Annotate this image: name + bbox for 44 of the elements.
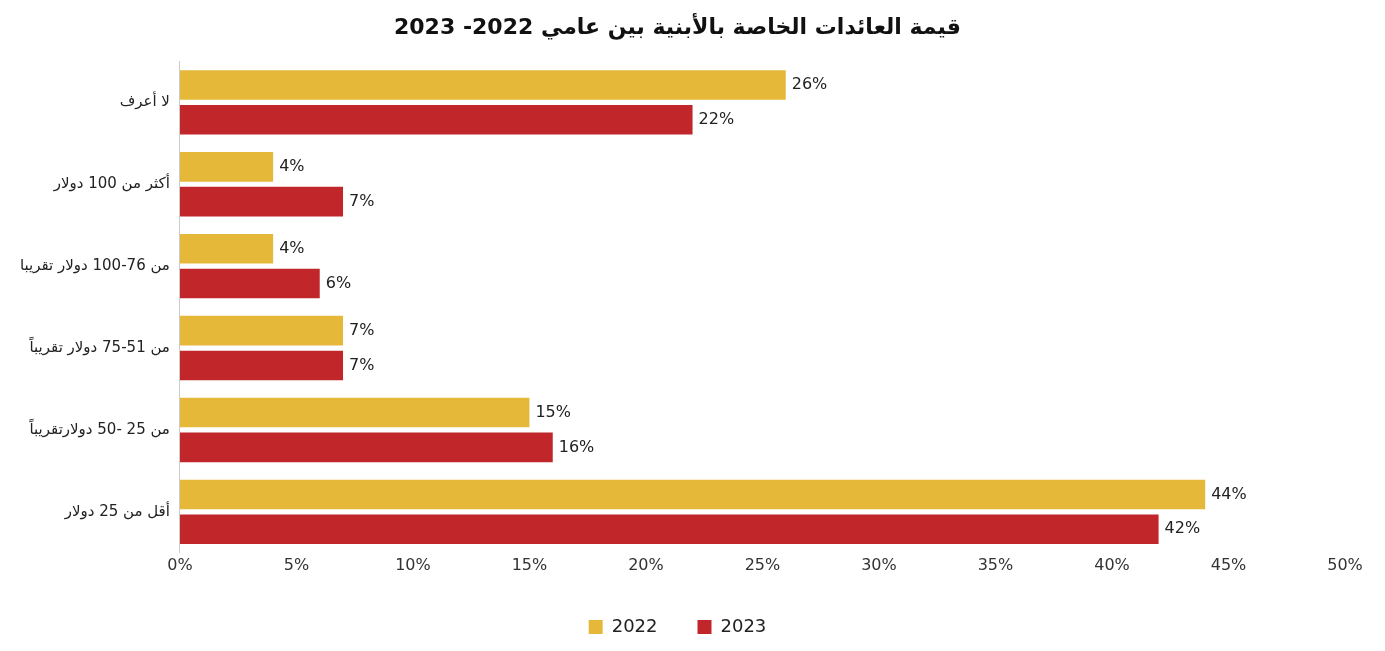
x-tick-label: 0% bbox=[167, 554, 193, 574]
x-tick-label: 10% bbox=[395, 554, 431, 574]
bar bbox=[179, 268, 320, 299]
x-tick-label: 25% bbox=[744, 554, 781, 574]
data-label: 16% bbox=[558, 436, 595, 456]
x-tick-label: 45% bbox=[1210, 554, 1247, 574]
bar bbox=[179, 315, 344, 346]
x-tick-label: 30% bbox=[861, 554, 897, 574]
bar bbox=[179, 152, 274, 182]
data-label: 7% bbox=[349, 354, 375, 374]
chart-title: قيمة العائدات الخاصة بالأبنية بين عامي 2022- 2023 bbox=[394, 11, 961, 40]
bar bbox=[179, 397, 530, 428]
x-tick-label: 15% bbox=[511, 554, 548, 574]
legend-label: 2023 bbox=[720, 614, 767, 636]
x-tick-label: 40% bbox=[1094, 554, 1130, 574]
bar bbox=[179, 233, 274, 264]
y-tick-label: لا أعرف bbox=[119, 91, 170, 111]
data-label: 15% bbox=[535, 401, 572, 421]
data-label: 4% bbox=[279, 156, 305, 175]
bar bbox=[179, 432, 553, 463]
x-tick-label: 50% bbox=[1327, 554, 1363, 574]
data-label: 22% bbox=[698, 108, 735, 128]
data-label: 4% bbox=[279, 237, 305, 257]
x-tick-label: 35% bbox=[977, 554, 1014, 574]
bar bbox=[179, 104, 693, 135]
bar bbox=[179, 514, 1159, 545]
data-label: 6% bbox=[325, 272, 352, 292]
data-label: 44% bbox=[1211, 483, 1247, 503]
x-tick-label: 5% bbox=[283, 554, 310, 574]
data-label: 26% bbox=[791, 74, 828, 94]
y-tick-label: من 25 -50 دولارتقريباً bbox=[28, 417, 170, 438]
y-tick-label: أقل من 25 دولار bbox=[63, 500, 170, 520]
bar bbox=[179, 479, 1206, 510]
data-label: 7% bbox=[349, 319, 375, 339]
data-label: 7% bbox=[349, 190, 375, 210]
x-tick-label: 20% bbox=[628, 554, 664, 574]
data-label: 42% bbox=[1164, 518, 1201, 538]
bar bbox=[179, 350, 344, 381]
bar bbox=[179, 70, 786, 100]
y-tick-label: أكثر من 100 دولار bbox=[52, 173, 170, 193]
legend-label: 2022 bbox=[611, 614, 658, 636]
y-tick-label: من 76-100 دولار تقريبا bbox=[19, 256, 170, 275]
bar bbox=[179, 186, 344, 217]
y-tick-label: من 51-75 دولار تقريباً bbox=[28, 335, 170, 356]
